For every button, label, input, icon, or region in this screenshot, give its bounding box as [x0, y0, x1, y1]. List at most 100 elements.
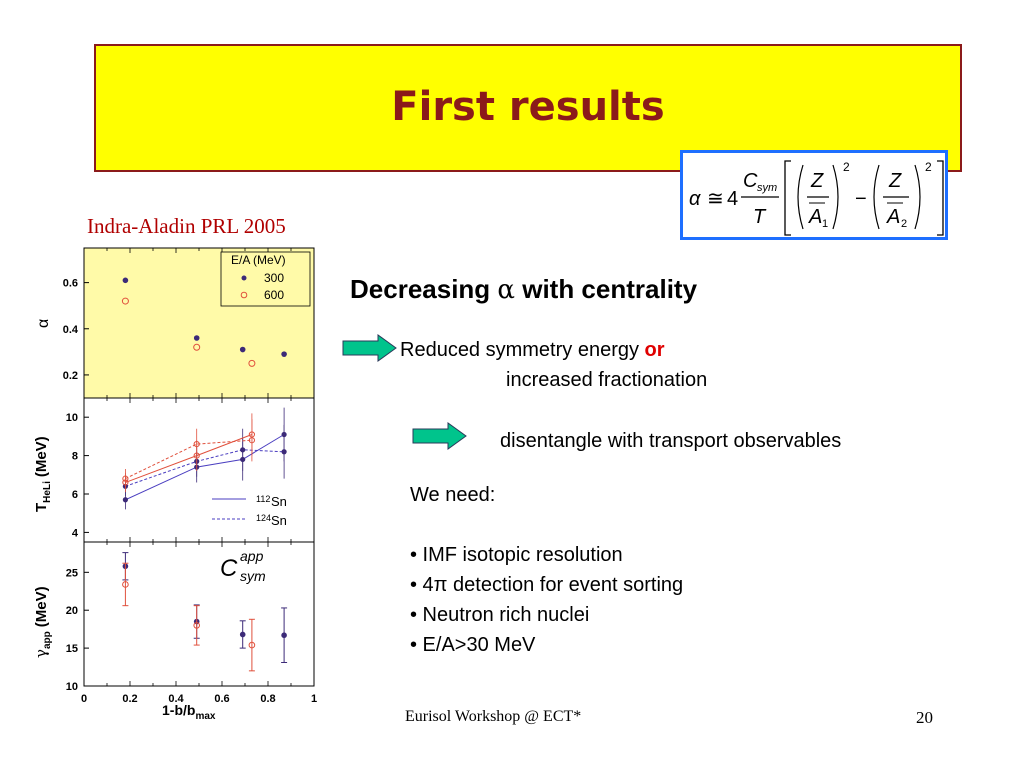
formula-paren-1r [832, 164, 839, 230]
bullet-4: • E/A>30 MeV [410, 634, 536, 656]
legend-marker-300 [241, 275, 247, 281]
legend-alpha-title: E/A (MeV) [231, 253, 286, 267]
we-need: We need: [410, 484, 496, 506]
ylabel-gamma: γapp (MeV) [32, 586, 53, 658]
ylabel-gamma-group: γapp (MeV) [32, 586, 53, 658]
bullet-1: • IMF isotopic resolution [410, 544, 623, 566]
formula-minus: − [855, 188, 867, 210]
formula-sq2: 2 [925, 160, 932, 174]
legend-124-label: Sn [271, 513, 287, 528]
formula-A2: A [886, 206, 900, 228]
ylabel-alpha: α [35, 319, 52, 328]
ytick-label-0-2: 0.6 [63, 278, 78, 290]
point-T-1-2 [240, 447, 246, 453]
xlabel: 1-b/bmax [162, 702, 216, 720]
legend-label-300: 300 [264, 271, 284, 285]
arrow1-line1-text: Reduced symmetry energy [400, 339, 639, 361]
formula-Z2: Z [888, 170, 902, 192]
headline-post: with centrality [522, 274, 698, 304]
legend-112-sup: 112 [256, 494, 270, 504]
point-alpha-0-1 [193, 335, 200, 341]
ylabel-gamma-unit: (MeV) [33, 586, 50, 627]
xtick-label-2: 0.4 [168, 693, 184, 705]
bullet-2: • 4π detection for event sorting [410, 574, 684, 596]
point-alpha-0-2 [239, 346, 246, 353]
xlabel-main: 1-b/b [162, 702, 195, 718]
point-alpha-1-1 [193, 343, 201, 351]
point-alpha-1-2 [248, 359, 256, 367]
formula-Z1: Z [810, 170, 824, 192]
panel-gamma-frame [83, 541, 315, 687]
title-box [94, 44, 962, 172]
footer-left: Eurisol Workshop @ ECT* [405, 708, 582, 725]
panel-gamma: 10 15 20 25 0 0.2 0.4 0.6 0.8 1 [66, 542, 317, 705]
point-gamma-1-1 [193, 622, 200, 629]
formula-four: 4 [727, 188, 738, 210]
point-T-1-3 [281, 449, 287, 455]
ytick-label-1-0: 4 [72, 527, 79, 539]
formula-box: α ≅ 4 C sym T Z A 1 2 − Z A 2 [680, 150, 948, 240]
annotation-sym: sym [240, 568, 266, 584]
formula-paren-2l [873, 164, 880, 230]
series-line-T-1 [125, 449, 285, 487]
formula-T: T [753, 206, 767, 228]
annotation-app: app [240, 548, 264, 564]
formula-A1: A [808, 206, 822, 228]
bullet-3: • Neutron rich nuclei [410, 604, 590, 626]
arrow-2 [412, 422, 467, 450]
series-line-T-0 [125, 434, 285, 501]
point-alpha-0-0 [122, 277, 129, 284]
annotation-C: C [220, 555, 238, 582]
formula-paren-2r [914, 164, 921, 230]
formula-left-bracket [784, 160, 791, 236]
formula-right-bracket [937, 160, 944, 236]
ytick-label-0-1: 0.4 [63, 324, 79, 336]
arrow-1-shape [342, 334, 397, 362]
ylabel-T-sub: HeLi [42, 481, 53, 503]
headline: Decreasing α with centrality [350, 274, 697, 305]
panel-T-frame [83, 397, 315, 543]
ytick-label-2-0: 10 [66, 681, 78, 693]
series-line-T-3 [125, 439, 252, 480]
formula-sq1: 2 [843, 160, 850, 174]
xtick-label-3: 0.6 [214, 693, 229, 705]
legend-label-600: 600 [264, 288, 284, 302]
legend-alpha-box [220, 251, 311, 307]
xtick-label-4: 0.8 [260, 693, 275, 705]
arrow-1 [342, 334, 397, 362]
formula-alpha: α [689, 188, 701, 210]
formula-paren-1l [797, 164, 804, 230]
arrow1-or: or [644, 339, 665, 361]
ytick-label-2-2: 20 [66, 605, 78, 617]
ylabel-T-group: THeLi (MeV) [33, 436, 53, 512]
point-T-3-2 [248, 437, 255, 444]
point-alpha-0-3 [281, 351, 287, 357]
panel-alpha: 0.2 0.4 0.6 [63, 248, 315, 398]
arrow1-line2: increased fractionation [506, 369, 708, 391]
point-T-3-0 [122, 475, 129, 482]
ytick-label-1-3: 10 [66, 412, 78, 424]
legend-marker-600 [240, 291, 248, 299]
point-gamma-1-0 [122, 581, 129, 588]
headline-alpha: α [497, 275, 515, 305]
xtick-label-0: 0 [81, 693, 87, 705]
ytick-label-2-3: 25 [66, 567, 78, 579]
point-gamma-0-3 [281, 632, 287, 639]
point-gamma-0-2 [239, 631, 246, 638]
formula-C: C [743, 170, 758, 192]
point-alpha-1-0 [121, 297, 129, 305]
ytick-label-1-2: 8 [72, 451, 78, 463]
ytick-label-2-1: 15 [66, 643, 78, 655]
formula-svg: α ≅ 4 C sym T Z A 1 2 − Z A 2 [689, 160, 944, 236]
headline-pre: Decreasing [350, 274, 491, 304]
xlabel-sub: max [195, 711, 215, 720]
ylabel-T: THeLi (MeV) [33, 436, 53, 512]
ytick-label-1-1: 6 [72, 489, 78, 501]
formula-sub1: 1 [822, 218, 828, 230]
ylabel-T-unit: (MeV) [33, 436, 50, 477]
formula-sub2: 2 [901, 218, 907, 230]
point-T-0-0 [122, 497, 128, 503]
slide-title: First results [391, 84, 665, 130]
arrow2-text: disentangle with transport observables [500, 430, 842, 452]
arrow1-line1: Reduced symmetry energy or [400, 339, 665, 362]
